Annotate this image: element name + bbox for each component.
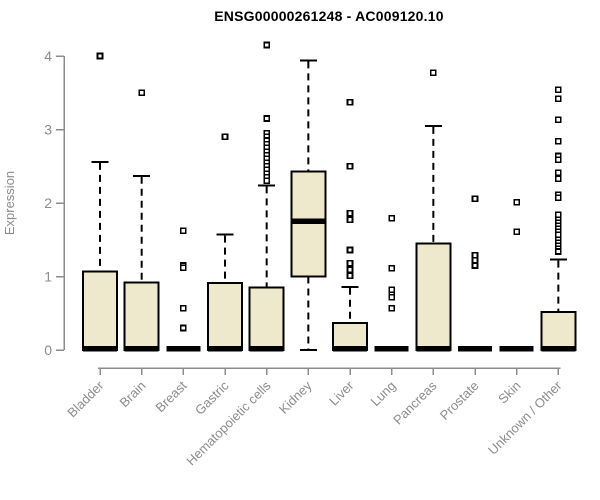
outlier-point bbox=[555, 116, 562, 124]
outlier-point bbox=[346, 99, 354, 106]
outlier-point bbox=[346, 266, 354, 274]
outlier-point bbox=[263, 41, 270, 49]
median-line bbox=[499, 345, 534, 352]
outlier-point bbox=[96, 52, 104, 60]
median-line bbox=[416, 345, 451, 352]
median-line bbox=[166, 345, 201, 352]
median-line bbox=[291, 218, 326, 225]
outlier-point bbox=[471, 257, 479, 264]
box bbox=[207, 282, 244, 351]
y-tick-label: 4 bbox=[44, 48, 52, 64]
median-line bbox=[374, 345, 409, 352]
median-line bbox=[249, 345, 284, 352]
outlier-point bbox=[471, 262, 479, 269]
outlier-point bbox=[430, 69, 437, 77]
median-line bbox=[458, 345, 493, 352]
box bbox=[540, 310, 577, 351]
outlier-point bbox=[346, 246, 354, 254]
median-line bbox=[83, 345, 117, 352]
outlier-point bbox=[180, 324, 187, 332]
box bbox=[123, 281, 160, 352]
outlier-point bbox=[555, 156, 562, 163]
outlier-point bbox=[346, 162, 354, 170]
y-tick-label: 1 bbox=[44, 269, 52, 285]
outlier-point bbox=[388, 215, 395, 222]
median-line bbox=[541, 345, 576, 352]
median-line bbox=[208, 345, 243, 352]
outlier-point bbox=[138, 89, 145, 97]
outlier-point bbox=[555, 169, 562, 177]
outlier-point bbox=[346, 272, 354, 280]
outlier-point bbox=[388, 286, 395, 294]
outlier-point bbox=[263, 115, 270, 122]
outlier-point bbox=[555, 175, 562, 183]
median-line bbox=[124, 345, 159, 352]
outlier-point bbox=[180, 264, 187, 271]
y-tick-label: 2 bbox=[44, 195, 52, 211]
y-tick-label: 3 bbox=[44, 122, 52, 138]
chart-title: ENSG00000261248 - AC009120.10 bbox=[214, 8, 444, 24]
outlier-point bbox=[555, 95, 562, 102]
median-line bbox=[333, 345, 368, 352]
outlier-point bbox=[513, 228, 520, 235]
outlier-point bbox=[471, 195, 479, 202]
outlier-point bbox=[513, 198, 520, 206]
outlier-point bbox=[346, 216, 354, 224]
outlier-point bbox=[555, 86, 562, 94]
outlier-point bbox=[388, 304, 395, 312]
outlier-point bbox=[555, 194, 562, 202]
outlier-point bbox=[555, 231, 562, 238]
outlier-point bbox=[555, 248, 562, 255]
outlier-point bbox=[388, 265, 395, 272]
box bbox=[248, 286, 285, 351]
box bbox=[415, 242, 452, 351]
outlier-point bbox=[346, 209, 354, 217]
outlier-point bbox=[471, 251, 479, 259]
outlier-point bbox=[221, 133, 229, 141]
outlier-point bbox=[180, 227, 187, 235]
outlier-point bbox=[388, 293, 395, 301]
outlier-point bbox=[263, 177, 270, 185]
outlier-point bbox=[346, 259, 354, 267]
outlier-point bbox=[555, 137, 562, 145]
outlier-point bbox=[180, 304, 187, 312]
box bbox=[82, 270, 118, 352]
outlier-point bbox=[555, 211, 562, 219]
y-tick-label: 0 bbox=[44, 342, 52, 358]
